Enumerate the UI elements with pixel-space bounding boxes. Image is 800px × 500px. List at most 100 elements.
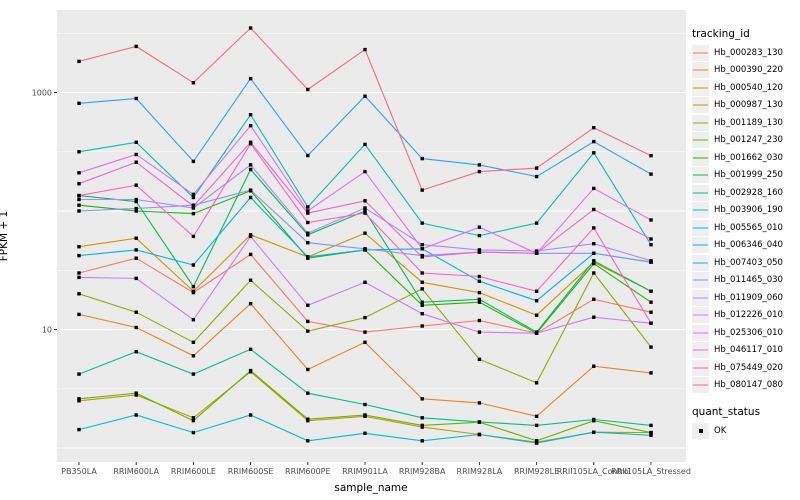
data-point [77, 275, 81, 280]
legend-key-line-icon [692, 149, 709, 166]
data-point [592, 417, 596, 422]
legend-key-line-icon [692, 62, 709, 79]
data-point [306, 209, 310, 213]
data-point [77, 203, 81, 207]
data-point [306, 211, 310, 215]
legend-key-line-icon [692, 359, 709, 376]
data-point [306, 220, 310, 225]
data-point [649, 345, 653, 349]
x-tick-label: RRII105LA_Control [557, 467, 631, 476]
data-point [134, 206, 138, 211]
legend-title-quant-status: quant_status [692, 406, 761, 418]
data-point [134, 199, 138, 204]
data-point [134, 236, 138, 240]
data-point [420, 303, 424, 307]
legend-item-Hb_000540_120: Hb_000540_120 [692, 79, 798, 97]
data-point [77, 399, 81, 403]
data-point [306, 417, 310, 421]
data-point [248, 278, 253, 282]
legend-item-Hb_005565_010: Hb_005565_010 [692, 219, 798, 237]
x-tick-label: PB350LA [61, 467, 97, 476]
data-point [592, 259, 596, 263]
data-point [77, 292, 81, 296]
legend-key-line-icon [692, 324, 709, 341]
data-point [248, 163, 253, 167]
data-point [534, 174, 539, 179]
color-line-swatch [693, 122, 708, 124]
legend-item-Hb_002928_160: Hb_002928_160 [692, 184, 798, 202]
data-point [363, 169, 367, 174]
data-point [534, 331, 539, 335]
legend-item-label: Hb_011465_030 [714, 275, 783, 286]
data-point [420, 300, 424, 304]
data-point [134, 152, 138, 157]
data-point [134, 310, 138, 314]
color-line-swatch [693, 244, 708, 246]
legend-item-Hb_011465_030: Hb_011465_030 [692, 272, 798, 290]
color-line-swatch [693, 384, 708, 386]
data-point [477, 297, 482, 301]
data-point [248, 234, 253, 239]
data-point [477, 357, 482, 361]
data-point [134, 197, 138, 202]
data-point [248, 252, 253, 257]
x-axis-title: sample_name [334, 482, 408, 494]
data-point [592, 271, 596, 275]
data-point [534, 381, 539, 385]
x-tick-label: RRIM600LA [113, 467, 159, 476]
legend-item-label: Hb_000390_220 [714, 65, 783, 76]
legend-item-Hb_001999_250: Hb_001999_250 [692, 167, 798, 185]
data-point [477, 248, 482, 252]
data-point [534, 423, 539, 428]
legend-key-line-icon [692, 114, 709, 131]
data-point [134, 248, 138, 252]
x-tick-label: RRIM928LE [514, 467, 559, 476]
legend-item-label: Hb_011909_060 [714, 292, 783, 303]
data-point [191, 206, 196, 210]
data-point [306, 241, 310, 245]
data-point [592, 297, 596, 301]
legend-item-label: Hb_006346_040 [714, 240, 783, 251]
data-point [191, 195, 196, 200]
data-point [306, 367, 310, 372]
data-point [592, 126, 596, 130]
data-point [649, 300, 653, 304]
data-point [649, 218, 653, 222]
data-point [534, 441, 539, 445]
legend-item-label: Hb_025306_010 [714, 327, 783, 338]
data-point [134, 393, 138, 397]
data-point [306, 255, 310, 259]
data-point [248, 76, 253, 81]
color-line-swatch [693, 52, 708, 54]
data-point [191, 340, 196, 344]
data-point [363, 330, 367, 334]
data-point [248, 113, 253, 117]
data-point [191, 263, 196, 267]
plot-panel [57, 10, 686, 462]
data-point [77, 209, 81, 213]
data-point [191, 234, 196, 239]
color-line-swatch [693, 192, 708, 194]
data-point [191, 289, 196, 293]
legend-item-Hb_007403_050: Hb_007403_050 [692, 254, 798, 272]
color-line-swatch [693, 174, 708, 176]
x-tick-label: RRIM600PE [285, 467, 331, 476]
data-point [134, 96, 138, 101]
legend-key-line-icon [692, 79, 709, 96]
data-point [592, 186, 596, 191]
legend-item-Hb_000390_220: Hb_000390_220 [692, 62, 798, 80]
x-tick-label: RRIM600LE [171, 467, 216, 476]
legend-item-label: Hb_001247_230 [714, 135, 783, 146]
data-point [477, 163, 482, 167]
data-point [592, 261, 596, 266]
data-point [134, 256, 138, 260]
data-point [592, 207, 596, 212]
data-point [592, 139, 596, 144]
data-point [306, 205, 310, 209]
data-point [420, 221, 424, 225]
legend-key-line-icon [692, 184, 709, 201]
legend-item-Hb_001189_130: Hb_001189_130 [692, 114, 798, 132]
legend-item-Hb_000283_130: Hb_000283_130 [692, 44, 798, 62]
